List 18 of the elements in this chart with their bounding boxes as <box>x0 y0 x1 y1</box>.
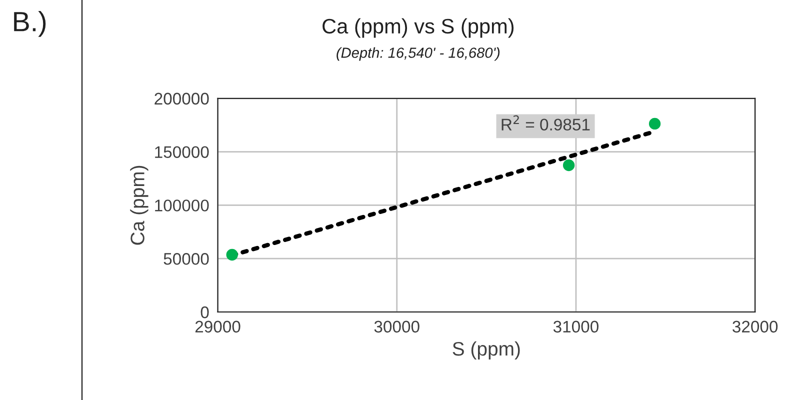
y-tick-label: 100000 <box>155 200 209 212</box>
y-tick-label: 50000 <box>164 253 209 265</box>
point <box>226 248 238 261</box>
chart-subtitle: (Depth: 16,540' - 16,680') <box>336 47 500 61</box>
text: B.) <box>14 11 46 37</box>
chart-title: Ca (ppm) vs S (ppm) <box>322 18 514 38</box>
annotation: R$^{2}$ = 0.9851 <box>502 115 590 131</box>
point <box>562 159 575 172</box>
y-axis-title: Ca (ppm) <box>130 166 148 245</box>
y-tick-label: 0 <box>200 306 209 318</box>
x-tick-label: 31000 <box>553 320 598 333</box>
y-tick-label: 200000 <box>154 92 209 105</box>
x-tick-label: 32000 <box>732 320 778 333</box>
x-tick-label: 30000 <box>374 320 420 333</box>
y-tick-label: 150000 <box>155 146 209 158</box>
x-tick-label: 29000 <box>195 320 240 333</box>
point <box>648 118 661 130</box>
x-axis-title: S (ppm) <box>452 341 520 360</box>
